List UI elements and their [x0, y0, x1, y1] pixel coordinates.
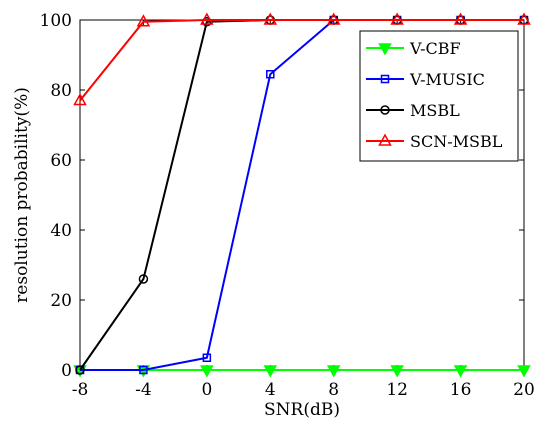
data-point-v-music [139, 365, 148, 375]
legend-item-msbl: MSBL [366, 101, 460, 120]
data-point-scn-msbl [136, 14, 151, 27]
legend-marker [380, 105, 390, 115]
data-point-v-cbf [326, 365, 341, 378]
data-point-scn-msbl [200, 12, 214, 25]
x-tick-label: 0 [201, 380, 212, 400]
legend-label: V-MUSIC [409, 70, 485, 89]
y-tick-label: 40 [50, 221, 72, 241]
x-tick-label: 16 [450, 380, 472, 400]
series-line-scn-msbl [79, 19, 524, 102]
x-tick-label: 8 [328, 380, 339, 400]
legend-box [359, 30, 519, 162]
x-axis-label: SNR(dB) [264, 400, 340, 420]
data-point-scn-msbl [517, 12, 531, 25]
data-point-scn-msbl [263, 12, 278, 25]
legend-item-scn-msbl: SCN-MSBL [366, 132, 503, 151]
x-tick-label: -4 [135, 380, 152, 400]
y-tick-label: 20 [50, 291, 72, 311]
data-point-scn-msbl [73, 92, 87, 106]
legend-label: MSBL [410, 101, 460, 120]
y-tick-label: 0 [61, 361, 72, 381]
data-point-scn-msbl [453, 12, 468, 25]
data-point-scn-msbl [326, 12, 341, 25]
y-axis-label: resolution probability(%) [12, 87, 32, 303]
x-tick-label: 12 [386, 380, 408, 400]
y-tick-label: 60 [50, 151, 72, 171]
x-tick-label: 4 [265, 380, 276, 400]
data-point-v-cbf [517, 365, 531, 378]
legend-label: V-CBF [409, 39, 461, 58]
data-point-msbl [75, 365, 85, 375]
x-tick-label: -8 [72, 380, 89, 400]
legend-label: SCN-MSBL [410, 132, 503, 151]
x-tick-label: 20 [513, 380, 535, 400]
series-v-cbf [73, 365, 531, 378]
data-point-v-cbf [200, 365, 214, 378]
series-layer [73, 12, 531, 378]
y-tick-label: 100 [40, 11, 72, 31]
legend-marker [378, 133, 392, 146]
legend-marker [380, 74, 390, 84]
series-scn-msbl [73, 12, 531, 106]
legend-item-v-music: V-MUSIC [366, 70, 485, 89]
data-point-msbl [138, 274, 149, 284]
y-tick-label: 80 [50, 81, 72, 101]
legend-item-v-cbf: V-CBF [366, 39, 461, 58]
data-point-v-music [202, 353, 212, 362]
data-point-v-cbf [453, 365, 468, 378]
data-point-scn-msbl [390, 12, 404, 25]
data-point-v-cbf [390, 365, 404, 378]
data-point-v-music [266, 70, 275, 79]
data-point-v-cbf [263, 365, 278, 378]
legend: V-CBF V-MUSIC MSBL SCN-MSBL [359, 30, 519, 162]
legend-marker [378, 43, 392, 56]
